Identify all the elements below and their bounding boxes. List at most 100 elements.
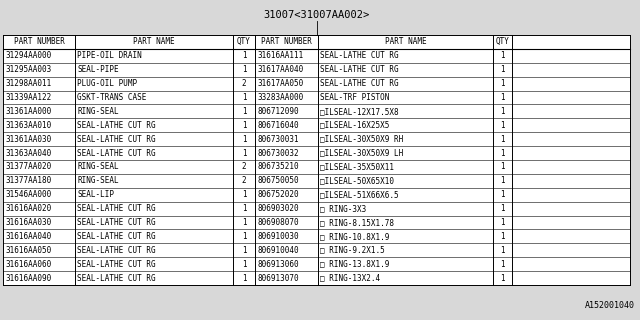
Text: 2: 2	[242, 163, 246, 172]
Text: 1: 1	[242, 190, 246, 199]
Text: RING-SEAL: RING-SEAL	[77, 163, 118, 172]
Text: 31616AA020: 31616AA020	[5, 204, 51, 213]
Text: 2: 2	[242, 79, 246, 88]
Text: 1: 1	[500, 274, 505, 283]
Text: 1: 1	[242, 274, 246, 283]
Text: 1: 1	[500, 260, 505, 269]
Bar	[3, 35, 630, 285]
Text: SEAL-LATHE CUT RG: SEAL-LATHE CUT RG	[77, 218, 156, 227]
Text: 806913070: 806913070	[257, 274, 299, 283]
Text: 806735210: 806735210	[257, 163, 299, 172]
Text: GSKT-TRANS CASE: GSKT-TRANS CASE	[77, 93, 147, 102]
Text: 1: 1	[500, 246, 505, 255]
Text: SEAL-LATHE CUT RG: SEAL-LATHE CUT RG	[77, 274, 156, 283]
Text: 31616AA111: 31616AA111	[257, 51, 303, 60]
Text: 806908070: 806908070	[257, 218, 299, 227]
Text: 31363AA010: 31363AA010	[5, 121, 51, 130]
Text: SEAL-LATHE CUT RG: SEAL-LATHE CUT RG	[77, 148, 156, 157]
Text: 31616AA030: 31616AA030	[5, 218, 51, 227]
Text: 31339AA122: 31339AA122	[5, 93, 51, 102]
Text: 31361AA000: 31361AA000	[5, 107, 51, 116]
Text: 31617AA040: 31617AA040	[257, 65, 303, 74]
Text: 806910040: 806910040	[257, 246, 299, 255]
Text: 1: 1	[242, 135, 246, 144]
Text: 806730032: 806730032	[257, 148, 299, 157]
Text: □ RING-13X2.4: □ RING-13X2.4	[320, 274, 380, 283]
Text: PIPE-OIL DRAIN: PIPE-OIL DRAIN	[77, 51, 141, 60]
Text: □ RING-13.8X1.9: □ RING-13.8X1.9	[320, 260, 389, 269]
Text: 31377AA180: 31377AA180	[5, 176, 51, 185]
Text: 806730031: 806730031	[257, 135, 299, 144]
Text: PLUG-OIL PUMP: PLUG-OIL PUMP	[77, 79, 137, 88]
Text: 1: 1	[242, 107, 246, 116]
Text: SEAL-TRF PISTON: SEAL-TRF PISTON	[320, 93, 389, 102]
Text: RING-SEAL: RING-SEAL	[77, 176, 118, 185]
Text: PART NAME: PART NAME	[133, 37, 175, 46]
Text: □ILSEAL-16X25X5: □ILSEAL-16X25X5	[320, 121, 389, 130]
Text: 1: 1	[242, 232, 246, 241]
Text: RING-SEAL: RING-SEAL	[77, 107, 118, 116]
Text: 31007<31007AA002>: 31007<31007AA002>	[264, 10, 370, 20]
Text: PART NUMBER: PART NUMBER	[13, 37, 65, 46]
Text: 1: 1	[500, 93, 505, 102]
Text: 1: 1	[500, 121, 505, 130]
Text: 31616AA050: 31616AA050	[5, 246, 51, 255]
Text: □ILSEAL-51X66X6.5: □ILSEAL-51X66X6.5	[320, 190, 399, 199]
Text: 31616AA060: 31616AA060	[5, 260, 51, 269]
Text: 806903020: 806903020	[257, 204, 299, 213]
Text: SEAL-LATHE CUT RG: SEAL-LATHE CUT RG	[77, 246, 156, 255]
Text: 2: 2	[242, 176, 246, 185]
Text: SEAL-LATHE CUT RG: SEAL-LATHE CUT RG	[320, 65, 399, 74]
Text: 806712090: 806712090	[257, 107, 299, 116]
Text: 31294AA000: 31294AA000	[5, 51, 51, 60]
Text: □ILSEAL-35X50X11: □ILSEAL-35X50X11	[320, 163, 394, 172]
Text: □ILSEAL-30X50X9 RH: □ILSEAL-30X50X9 RH	[320, 135, 403, 144]
Text: 806716040: 806716040	[257, 121, 299, 130]
Text: A152001040: A152001040	[585, 301, 635, 310]
Text: 1: 1	[242, 148, 246, 157]
Text: 1: 1	[500, 190, 505, 199]
Text: SEAL-LIP: SEAL-LIP	[77, 190, 114, 199]
Text: SEAL-LATHE CUT RG: SEAL-LATHE CUT RG	[77, 121, 156, 130]
Text: □ILSEAL-12X17.5X8: □ILSEAL-12X17.5X8	[320, 107, 399, 116]
Text: SEAL-LATHE CUT RG: SEAL-LATHE CUT RG	[320, 79, 399, 88]
Text: SEAL-LATHE CUT RG: SEAL-LATHE CUT RG	[320, 51, 399, 60]
Text: 1: 1	[242, 121, 246, 130]
Text: 31616AA040: 31616AA040	[5, 232, 51, 241]
Text: □ RING-9.2X1.5: □ RING-9.2X1.5	[320, 246, 385, 255]
Text: □ILSEAL-50X65X10: □ILSEAL-50X65X10	[320, 176, 394, 185]
Text: 1: 1	[500, 135, 505, 144]
Text: □ RING-3X3: □ RING-3X3	[320, 204, 366, 213]
Text: 31363AA040: 31363AA040	[5, 148, 51, 157]
Text: 31298AA011: 31298AA011	[5, 79, 51, 88]
Text: PART NAME: PART NAME	[385, 37, 426, 46]
Text: 1: 1	[500, 148, 505, 157]
Text: 806752020: 806752020	[257, 190, 299, 199]
Text: 1: 1	[500, 107, 505, 116]
Text: SEAL-PIPE: SEAL-PIPE	[77, 65, 118, 74]
Text: 1: 1	[242, 204, 246, 213]
Text: 1: 1	[242, 65, 246, 74]
Text: 31361AA030: 31361AA030	[5, 135, 51, 144]
Text: 1: 1	[500, 65, 505, 74]
Text: QTY: QTY	[237, 37, 251, 46]
Text: 1: 1	[242, 260, 246, 269]
Text: 1: 1	[242, 51, 246, 60]
Text: SEAL-LATHE CUT RG: SEAL-LATHE CUT RG	[77, 260, 156, 269]
Text: 1: 1	[500, 79, 505, 88]
Text: 33283AA000: 33283AA000	[257, 93, 303, 102]
Text: 1: 1	[500, 51, 505, 60]
Text: 31617AA050: 31617AA050	[257, 79, 303, 88]
Text: 806913060: 806913060	[257, 260, 299, 269]
Text: SEAL-LATHE CUT RG: SEAL-LATHE CUT RG	[77, 204, 156, 213]
Text: 1: 1	[242, 93, 246, 102]
Text: 806750050: 806750050	[257, 176, 299, 185]
Text: 1: 1	[500, 204, 505, 213]
Text: 1: 1	[242, 218, 246, 227]
Text: 31546AA000: 31546AA000	[5, 190, 51, 199]
Text: 1: 1	[500, 163, 505, 172]
Text: □ RING-10.8X1.9: □ RING-10.8X1.9	[320, 232, 389, 241]
Text: PART NUMBER: PART NUMBER	[261, 37, 312, 46]
Text: 806910030: 806910030	[257, 232, 299, 241]
Text: 1: 1	[500, 218, 505, 227]
